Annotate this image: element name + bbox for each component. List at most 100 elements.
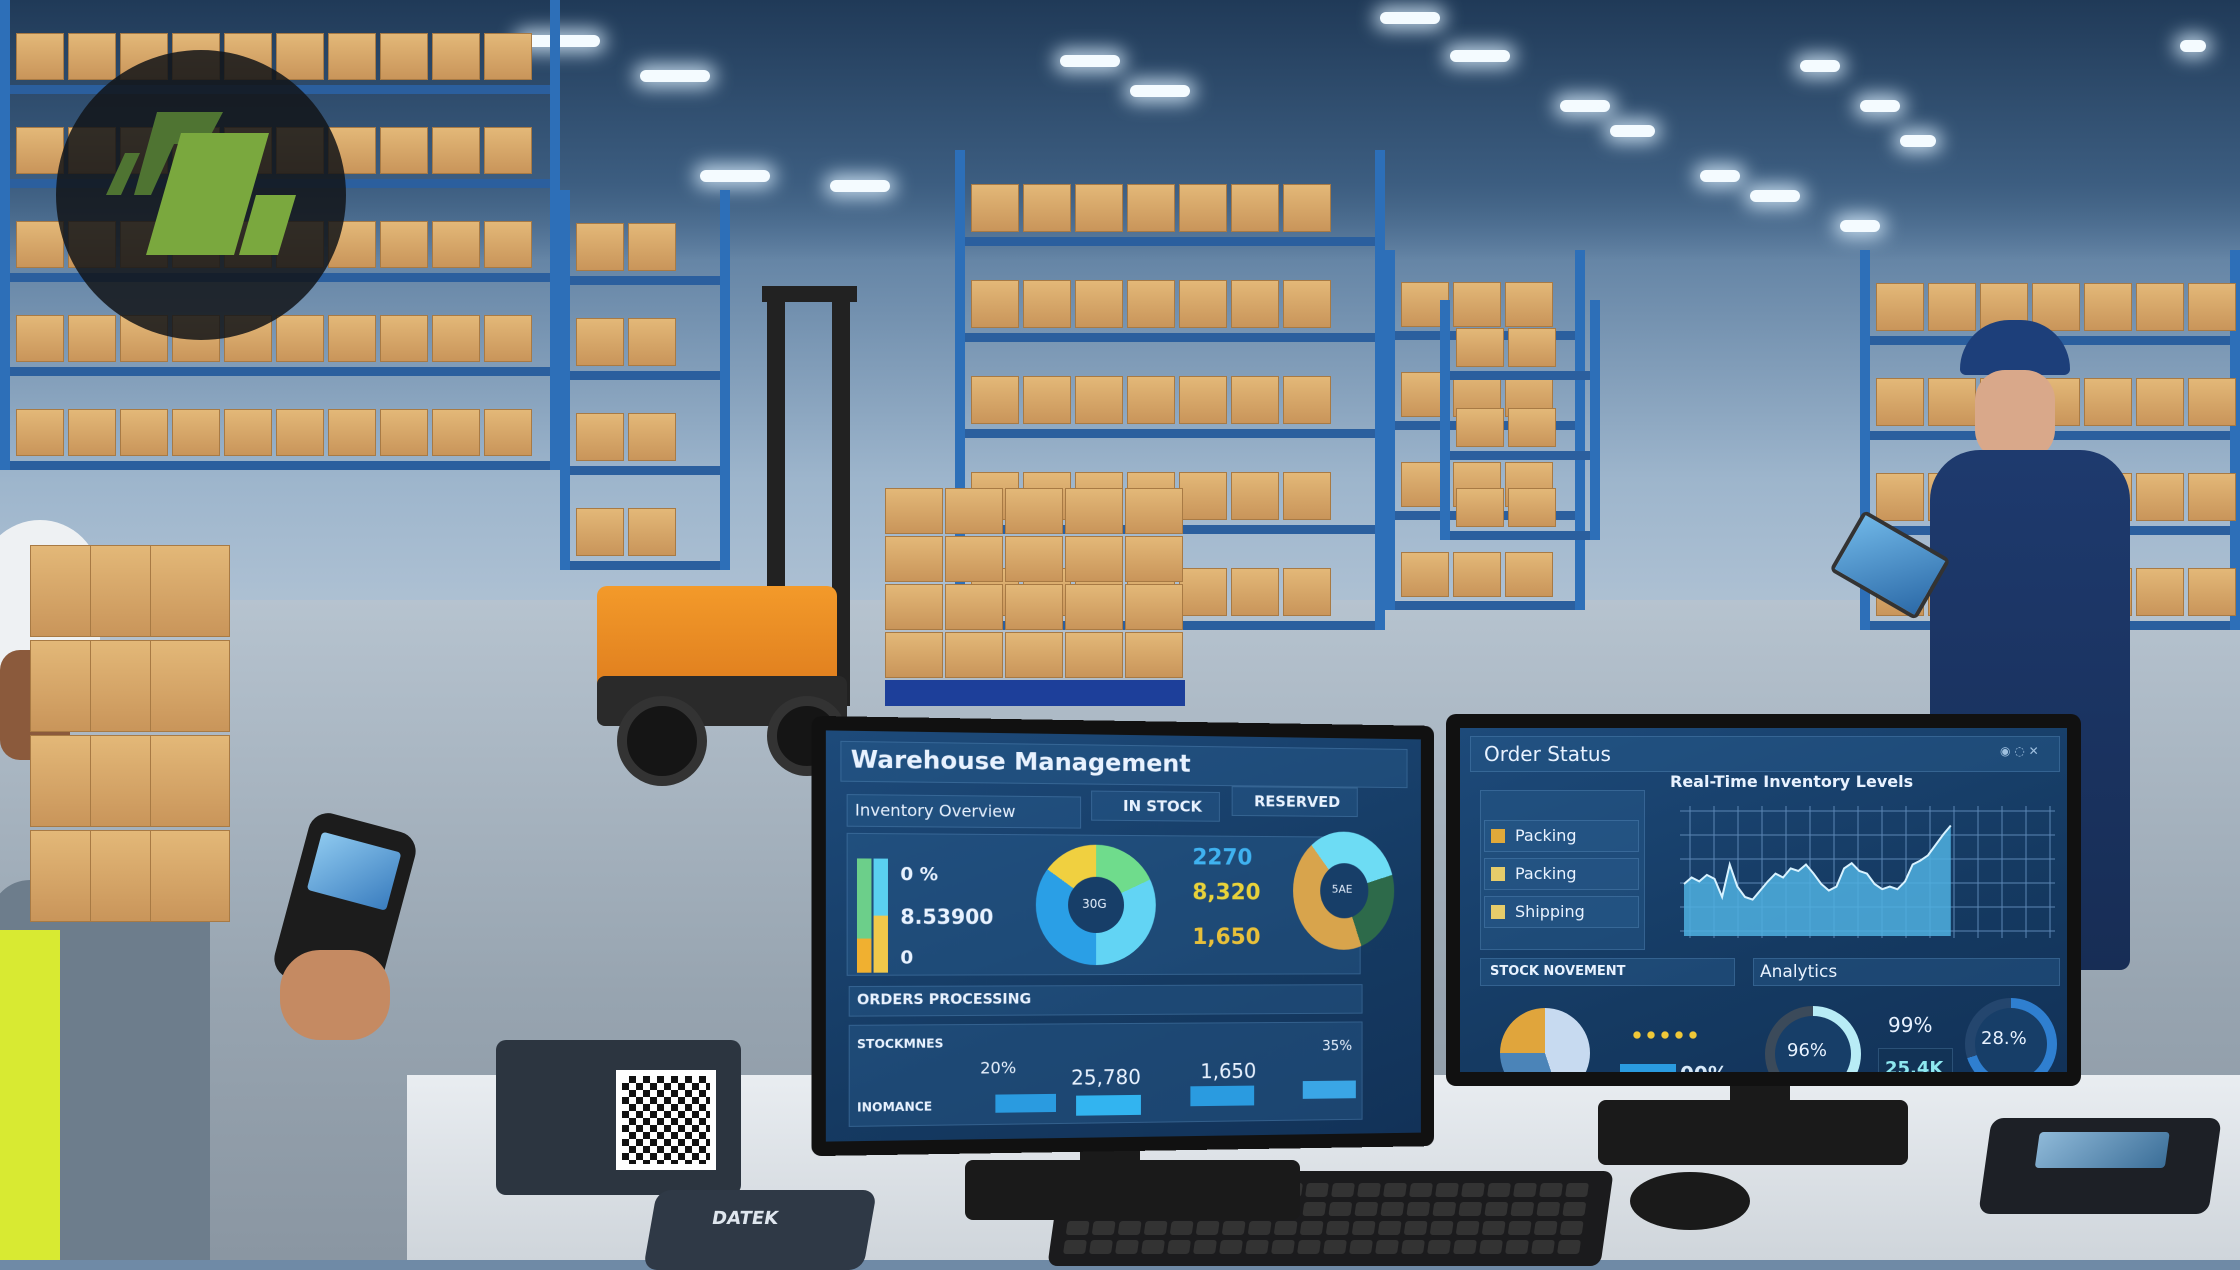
cardboard-box xyxy=(2136,378,2184,427)
qr-code-icon xyxy=(616,1070,716,1170)
cardboard-box xyxy=(432,314,480,363)
overview-stat: 8.53900 xyxy=(900,904,994,929)
cardboard-box xyxy=(150,545,230,637)
reserved-donut-chart: 5AE xyxy=(1293,831,1395,950)
cardboard-box xyxy=(432,220,480,269)
status-item[interactable]: Packing xyxy=(1484,820,1639,852)
donut-center-label: 30G xyxy=(1082,896,1107,911)
monitor-right: Order Status ◉ ◌ ✕ Real-Time Inventory L… xyxy=(1446,714,2081,1086)
inventory-overview-label: Inventory Overview xyxy=(854,800,1016,822)
cardboard-box xyxy=(16,32,64,81)
cardboard-box xyxy=(1456,488,1504,527)
cardboard-box xyxy=(16,408,64,457)
cardboard-box xyxy=(1456,328,1504,367)
key xyxy=(1539,1183,1563,1197)
window-controls-icon[interactable]: ◉ ◌ ✕ xyxy=(2000,744,2039,758)
inventory-donut-chart: 30G xyxy=(1035,844,1156,966)
key xyxy=(1323,1240,1347,1254)
gauge-right-value: 28.% xyxy=(1981,1028,2027,1049)
key xyxy=(1409,1183,1433,1197)
key xyxy=(1354,1202,1379,1216)
logo-blocks-icon xyxy=(106,112,296,255)
pallet xyxy=(885,680,1185,706)
ceiling-light xyxy=(700,170,770,182)
cardboard-box xyxy=(1065,632,1123,678)
cardboard-box xyxy=(484,220,532,269)
cardboard-box xyxy=(16,314,64,363)
ceiling-light xyxy=(1900,135,1936,147)
cardboard-box xyxy=(1125,488,1183,534)
key xyxy=(1247,1221,1272,1235)
orders-button[interactable] xyxy=(995,1093,1056,1113)
ceiling-light xyxy=(1450,50,1510,62)
cardboard-box xyxy=(1283,279,1331,329)
cardboard-box xyxy=(1065,488,1123,534)
qr-printer-box xyxy=(496,1040,741,1195)
orders-button[interactable] xyxy=(1076,1094,1141,1116)
status-color-icon xyxy=(1491,829,1505,843)
ceiling-light xyxy=(1750,190,1800,202)
cardboard-box xyxy=(1231,471,1279,521)
analytics-label: Analytics xyxy=(1760,962,1838,982)
key xyxy=(1533,1221,1558,1235)
cardboard-box xyxy=(150,640,230,732)
orders-button[interactable] xyxy=(1190,1085,1255,1107)
cardboard-box xyxy=(1125,536,1183,582)
cardboard-box xyxy=(885,536,943,582)
cardboard-box xyxy=(1283,375,1331,425)
monitor-base-left xyxy=(965,1160,1300,1220)
key xyxy=(1429,1221,1454,1235)
status-item[interactable]: Shipping xyxy=(1484,896,1639,928)
inventory-line xyxy=(1683,824,1952,901)
key xyxy=(1383,1183,1407,1197)
key xyxy=(1169,1221,1194,1235)
key xyxy=(1453,1240,1477,1254)
key xyxy=(1565,1183,1589,1197)
key xyxy=(1557,1240,1581,1254)
key xyxy=(1273,1221,1298,1235)
orders-button[interactable] xyxy=(1302,1080,1356,1099)
key xyxy=(1487,1183,1511,1197)
cardboard-box xyxy=(1075,375,1123,425)
cardboard-box xyxy=(628,318,676,367)
cardboard-box xyxy=(971,183,1019,233)
key xyxy=(1305,1183,1329,1197)
cardboard-box xyxy=(1231,183,1279,233)
key xyxy=(1349,1240,1373,1254)
cardboard-box xyxy=(1928,283,1976,332)
gauge-left: 96% xyxy=(1765,1006,1861,1072)
orders-processing-label: ORDERS PROCESSING xyxy=(856,991,1032,1009)
status-color-icon xyxy=(1491,905,1505,919)
cardboard-box xyxy=(576,318,624,367)
key xyxy=(1065,1221,1090,1235)
cardboard-box xyxy=(885,584,943,630)
cardboard-box xyxy=(380,408,428,457)
cardboard-box xyxy=(1283,471,1331,521)
ceiling-light xyxy=(520,35,600,47)
orders-row-label: STOCKMNES xyxy=(856,1036,944,1052)
cardboard-box xyxy=(1127,279,1175,329)
cardboard-box xyxy=(68,314,116,363)
key xyxy=(1351,1221,1376,1235)
key xyxy=(1143,1221,1168,1235)
cardboard-box xyxy=(1127,183,1175,233)
ceiling-light xyxy=(1700,170,1740,182)
key xyxy=(1325,1221,1350,1235)
in-stock-value: 8,320 xyxy=(1192,880,1261,906)
cardboard-box xyxy=(1023,183,1071,233)
cardboard-box xyxy=(1283,567,1331,617)
key xyxy=(1091,1221,1116,1235)
cardboard-box xyxy=(1928,378,1976,427)
cardboard-box xyxy=(224,408,272,457)
status-label: Packing xyxy=(1515,864,1577,883)
cardboard-box xyxy=(1401,551,1449,597)
status-item[interactable]: Packing xyxy=(1484,858,1639,890)
key xyxy=(1193,1240,1217,1254)
key xyxy=(1562,1202,1587,1216)
cardboard-box xyxy=(1283,183,1331,233)
key xyxy=(1479,1240,1503,1254)
cardboard-box xyxy=(1231,375,1279,425)
cardboard-box xyxy=(276,408,324,457)
cardboard-box xyxy=(432,126,480,175)
